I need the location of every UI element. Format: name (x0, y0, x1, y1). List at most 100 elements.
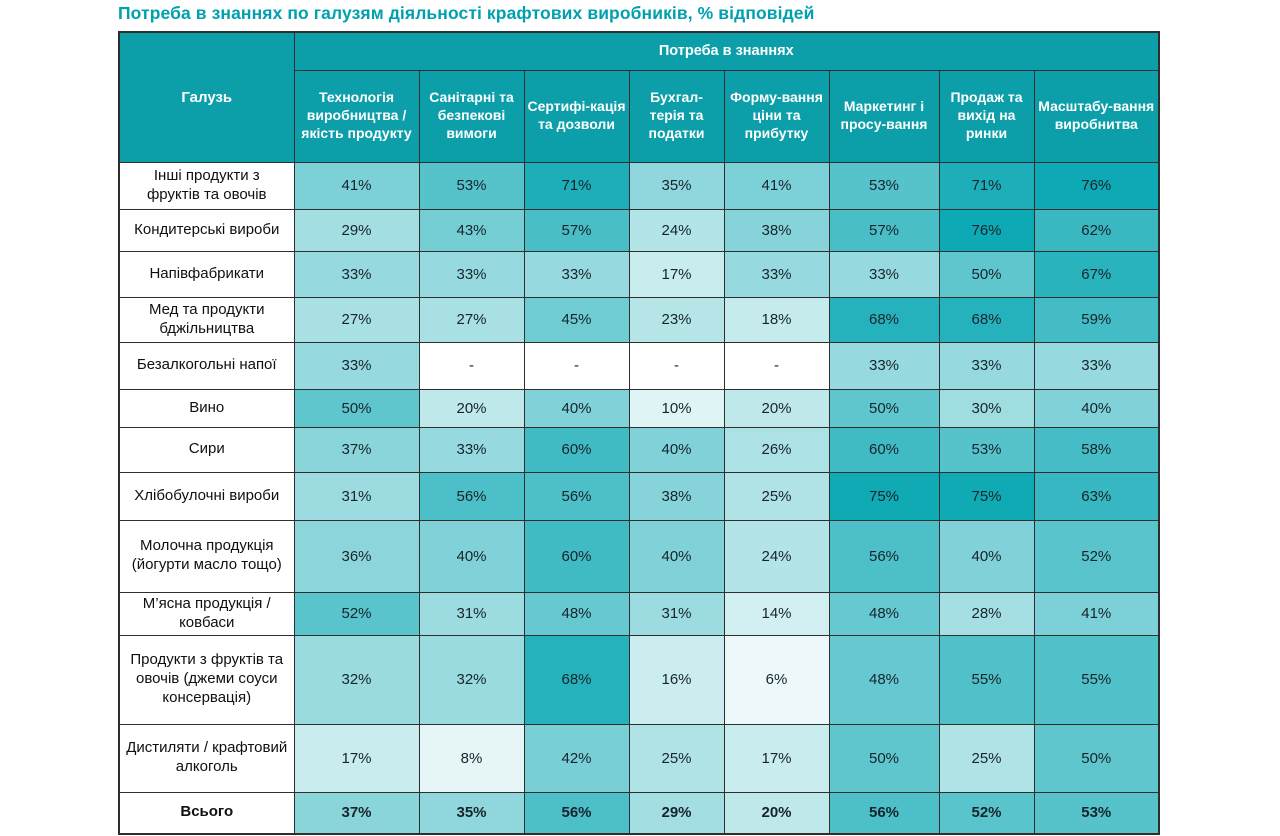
heatmap-cell: 33% (418, 426, 525, 473)
heatmap-cell: 30% (938, 388, 1035, 428)
column-header-row: Технологія виробництва / якість продукту… (119, 69, 1160, 163)
column-header: Санітарні та безпекові вимоги (418, 69, 525, 163)
row-label: Дистиляти / крафтовий алкоголь (118, 723, 295, 793)
row-label: Інші продукти з фруктів та овочів (118, 161, 295, 210)
page-title: Потреба в знаннях по галузям діяльності … (118, 3, 815, 23)
heatmap-cell: 32% (293, 634, 420, 725)
table-row: Сири 37% 33% 60% 40% 26% 60% 53% 58% (118, 426, 1160, 473)
heatmap-cell: - (723, 341, 830, 390)
table-row: Вино 50% 20% 40% 10% 20% 50% 30% 40% (118, 388, 1160, 428)
heatmap-cell: 53% (828, 161, 940, 210)
column-header: Масштабу-вання виробнитва (1033, 69, 1160, 163)
heatmap-cell: 20% (723, 791, 830, 835)
heatmap-cell: 67% (1033, 250, 1160, 298)
heatmap-cell: 56% (418, 471, 525, 521)
heatmap-cell: 33% (828, 250, 940, 298)
heatmap-cell: 50% (938, 250, 1035, 298)
heatmap-cell: 37% (293, 426, 420, 473)
row-label: Кондитерські вироби (118, 208, 295, 252)
table-header: Галузь Потреба в знаннях Технологія виро… (118, 31, 1160, 163)
heatmap-cell: 53% (418, 161, 525, 210)
row-label: Хлібобулочні вироби (118, 471, 295, 521)
heatmap-cell: 57% (523, 208, 630, 252)
heatmap-cell: 25% (723, 471, 830, 521)
heatmap-cell: 17% (628, 250, 725, 298)
heatmap-cell: 25% (628, 723, 725, 793)
heatmap-cell: 38% (628, 471, 725, 521)
column-header: Технологія виробництва / якість продукту (293, 69, 420, 163)
heatmap-cell: 29% (628, 791, 725, 835)
heatmap-cell: 76% (938, 208, 1035, 252)
heatmap-cell: 25% (938, 723, 1035, 793)
row-label: Сири (118, 426, 295, 473)
heatmap-cell: 71% (523, 161, 630, 210)
heatmap-cell: 75% (828, 471, 940, 521)
heatmap-cell: 33% (938, 341, 1035, 390)
heatmap-cell: 33% (293, 250, 420, 298)
heatmap-cell: 56% (523, 471, 630, 521)
heatmap-cell: 63% (1033, 471, 1160, 521)
heatmap-cell: 17% (723, 723, 830, 793)
heatmap-cell: 23% (628, 296, 725, 343)
heatmap-cell: 62% (1033, 208, 1160, 252)
heatmap-cell: 18% (723, 296, 830, 343)
heatmap-cell: 68% (523, 634, 630, 725)
heatmap-cell: 31% (418, 591, 525, 636)
heatmap-cell: 55% (1033, 634, 1160, 725)
table-row: Мед та продукти бджільництва 27% 27% 45% 23%… (118, 296, 1160, 343)
heatmap-cell: 50% (1033, 723, 1160, 793)
row-label: Молочна продукція (йогурти масло тощо) (118, 519, 295, 593)
heatmap-cell: 38% (723, 208, 830, 252)
heatmap-cell: 24% (628, 208, 725, 252)
knowledge-needs-heatmap-table: Галузь Потреба в знаннях Технологія виро… (118, 31, 1160, 835)
heatmap-cell: 33% (523, 250, 630, 298)
heatmap-cell: 40% (628, 426, 725, 473)
heatmap-cell: 58% (1033, 426, 1160, 473)
row-label: Мед та продукти бджільництва (118, 296, 295, 343)
heatmap-cell: 17% (293, 723, 420, 793)
heatmap-cell: 60% (523, 519, 630, 593)
row-label: Безалкогольні напої (118, 341, 295, 390)
heatmap-cell: 32% (418, 634, 525, 725)
table-row: М’ясна продукція / ковбаси 52% 31% 48% 31% 14… (118, 591, 1160, 636)
heatmap-cell: 48% (828, 591, 940, 636)
heatmap-cell: 76% (1033, 161, 1160, 210)
heatmap-cell: 68% (828, 296, 940, 343)
heatmap-cell: 14% (723, 591, 830, 636)
heatmap-cell: 53% (1033, 791, 1160, 835)
heatmap-cell: 41% (723, 161, 830, 210)
heatmap-cell: 20% (723, 388, 830, 428)
column-header: Форму-вання ціни та прибутку (723, 69, 830, 163)
heatmap-cell: 40% (938, 519, 1035, 593)
heatmap-cell: 35% (628, 161, 725, 210)
table-row: Продукти з фруктів та овочів (джеми соус… (118, 634, 1160, 725)
heatmap-cell: 71% (938, 161, 1035, 210)
row-label: Напівфабрикати (118, 250, 295, 298)
table-body: Інші продукти з фруктів та овочів 41% 53% 7… (118, 161, 1160, 835)
heatmap-cell: 31% (628, 591, 725, 636)
heatmap-cell: - (418, 341, 525, 390)
column-header: Сертифі-кація та дозволи (523, 69, 630, 163)
table-row: Безалкогольні напої 33% - - - -33% 33% 33% (118, 341, 1160, 390)
group-header-potreba-v-znannyah: Потреба в знаннях (293, 31, 1160, 71)
heatmap-cell: - (523, 341, 630, 390)
heatmap-cell: 50% (828, 723, 940, 793)
heatmap-cell: 48% (828, 634, 940, 725)
table-row: Інші продукти з фруктів та овочів 41% 53% 7… (118, 161, 1160, 210)
heatmap-cell: 60% (828, 426, 940, 473)
table-row: Напівфабрикати 33% 33% 33% 17% 33% 33% 50% 67% (118, 250, 1160, 298)
heatmap-cell: 24% (723, 519, 830, 593)
heatmap-cell: 31% (293, 471, 420, 521)
heatmap-cell: 33% (293, 341, 420, 390)
heatmap-cell: 42% (523, 723, 630, 793)
heatmap-cell: 52% (293, 591, 420, 636)
heatmap-cell: 27% (418, 296, 525, 343)
heatmap-cell: 33% (723, 250, 830, 298)
heatmap-cell: 37% (293, 791, 420, 835)
heatmap-cell: 52% (1033, 519, 1160, 593)
heatmap-cell: 40% (628, 519, 725, 593)
heatmap-cell: 59% (1033, 296, 1160, 343)
heatmap-cell: 50% (293, 388, 420, 428)
column-header: Маркетинг і просу-вання (828, 69, 940, 163)
